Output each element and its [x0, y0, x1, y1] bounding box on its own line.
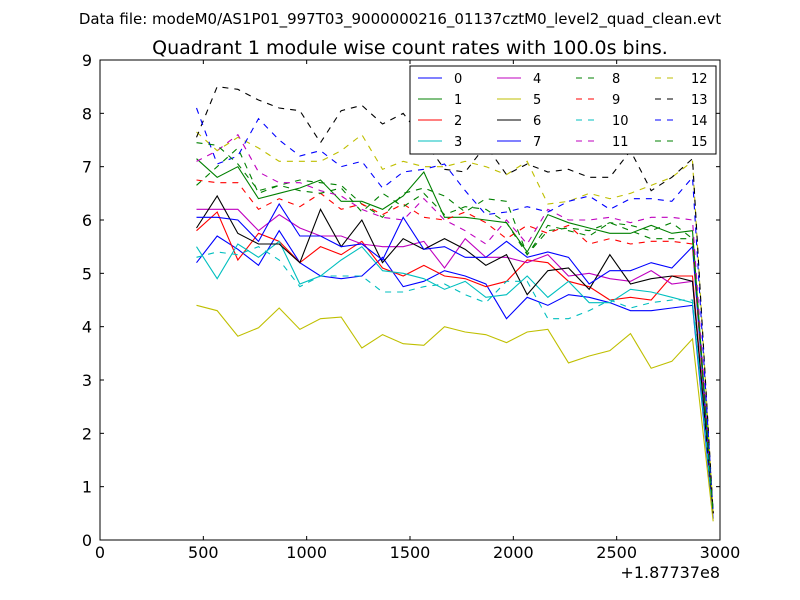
- series-line-2: [196, 211, 714, 514]
- y-tick-label: 8: [82, 104, 92, 123]
- x-tick-label: 0: [95, 543, 105, 562]
- legend-label-3: 3: [454, 135, 462, 150]
- legend-label-0: 0: [454, 72, 462, 87]
- series-line-9: [196, 179, 714, 514]
- series-line-13: [196, 86, 714, 514]
- legend-label-7: 7: [533, 135, 541, 150]
- x-offset-label: +1.87737e8: [620, 563, 720, 582]
- legend-label-1: 1: [454, 93, 462, 108]
- legend-box: [409, 65, 717, 155]
- legend-label-4: 4: [533, 72, 541, 87]
- series-layer: [195, 86, 714, 522]
- y-tick-label: 2: [82, 424, 92, 443]
- chart-title: Quadrant 1 module wise count rates with …: [152, 37, 668, 59]
- y-tick-label: 5: [82, 264, 92, 283]
- axes-layer: 0 500 1000 1500 2000 2500 30000123456789+1.877…: [82, 51, 741, 582]
- y-tick-label: 1: [82, 478, 92, 497]
- legend-label-10: 10: [612, 114, 629, 129]
- series-line-3: [196, 240, 714, 514]
- x-tick-label: 2000: [493, 543, 534, 562]
- y-tick-label: 0: [82, 531, 92, 550]
- x-tick-label: 3000: [700, 543, 741, 562]
- series-line-10: [196, 246, 714, 514]
- y-tick-label: 6: [82, 211, 92, 230]
- x-tick-label: 2500: [596, 543, 637, 562]
- x-tick-label: 1000: [286, 543, 327, 562]
- y-tick-label: 7: [82, 158, 92, 177]
- legend-label-15: 15: [691, 135, 708, 150]
- series-line-11: [196, 133, 714, 514]
- legend-label-9: 9: [612, 93, 620, 108]
- legend-label-14: 14: [691, 114, 708, 129]
- chart-suptitle: Data file: modeM0/AS1P01_997T03_90000002…: [79, 10, 721, 29]
- legend-label-11: 11: [612, 135, 629, 150]
- series-line-7: [196, 202, 714, 514]
- series-line-15: [196, 142, 714, 514]
- series-line-6: [196, 194, 714, 514]
- legend-label-8: 8: [612, 72, 620, 87]
- legend-label-2: 2: [454, 114, 462, 129]
- series-line-4: [196, 208, 714, 514]
- y-tick-label: 4: [82, 318, 92, 337]
- legend-label-13: 13: [691, 93, 708, 108]
- y-tick-label: 9: [82, 51, 92, 70]
- series-line-5: [196, 304, 714, 522]
- x-tick-label: 500: [188, 543, 219, 562]
- legend-label-6: 6: [533, 114, 541, 129]
- series-line-12: [196, 131, 714, 514]
- x-tick-label: 1500: [390, 543, 431, 562]
- legend-label-12: 12: [691, 72, 708, 87]
- y-tick-label: 3: [82, 371, 92, 390]
- series-line-1: [196, 158, 714, 514]
- legend-label-5: 5: [533, 93, 541, 108]
- series-line-8: [196, 147, 714, 514]
- series-line-0: [196, 229, 714, 519]
- series-line-14: [195, 107, 714, 514]
